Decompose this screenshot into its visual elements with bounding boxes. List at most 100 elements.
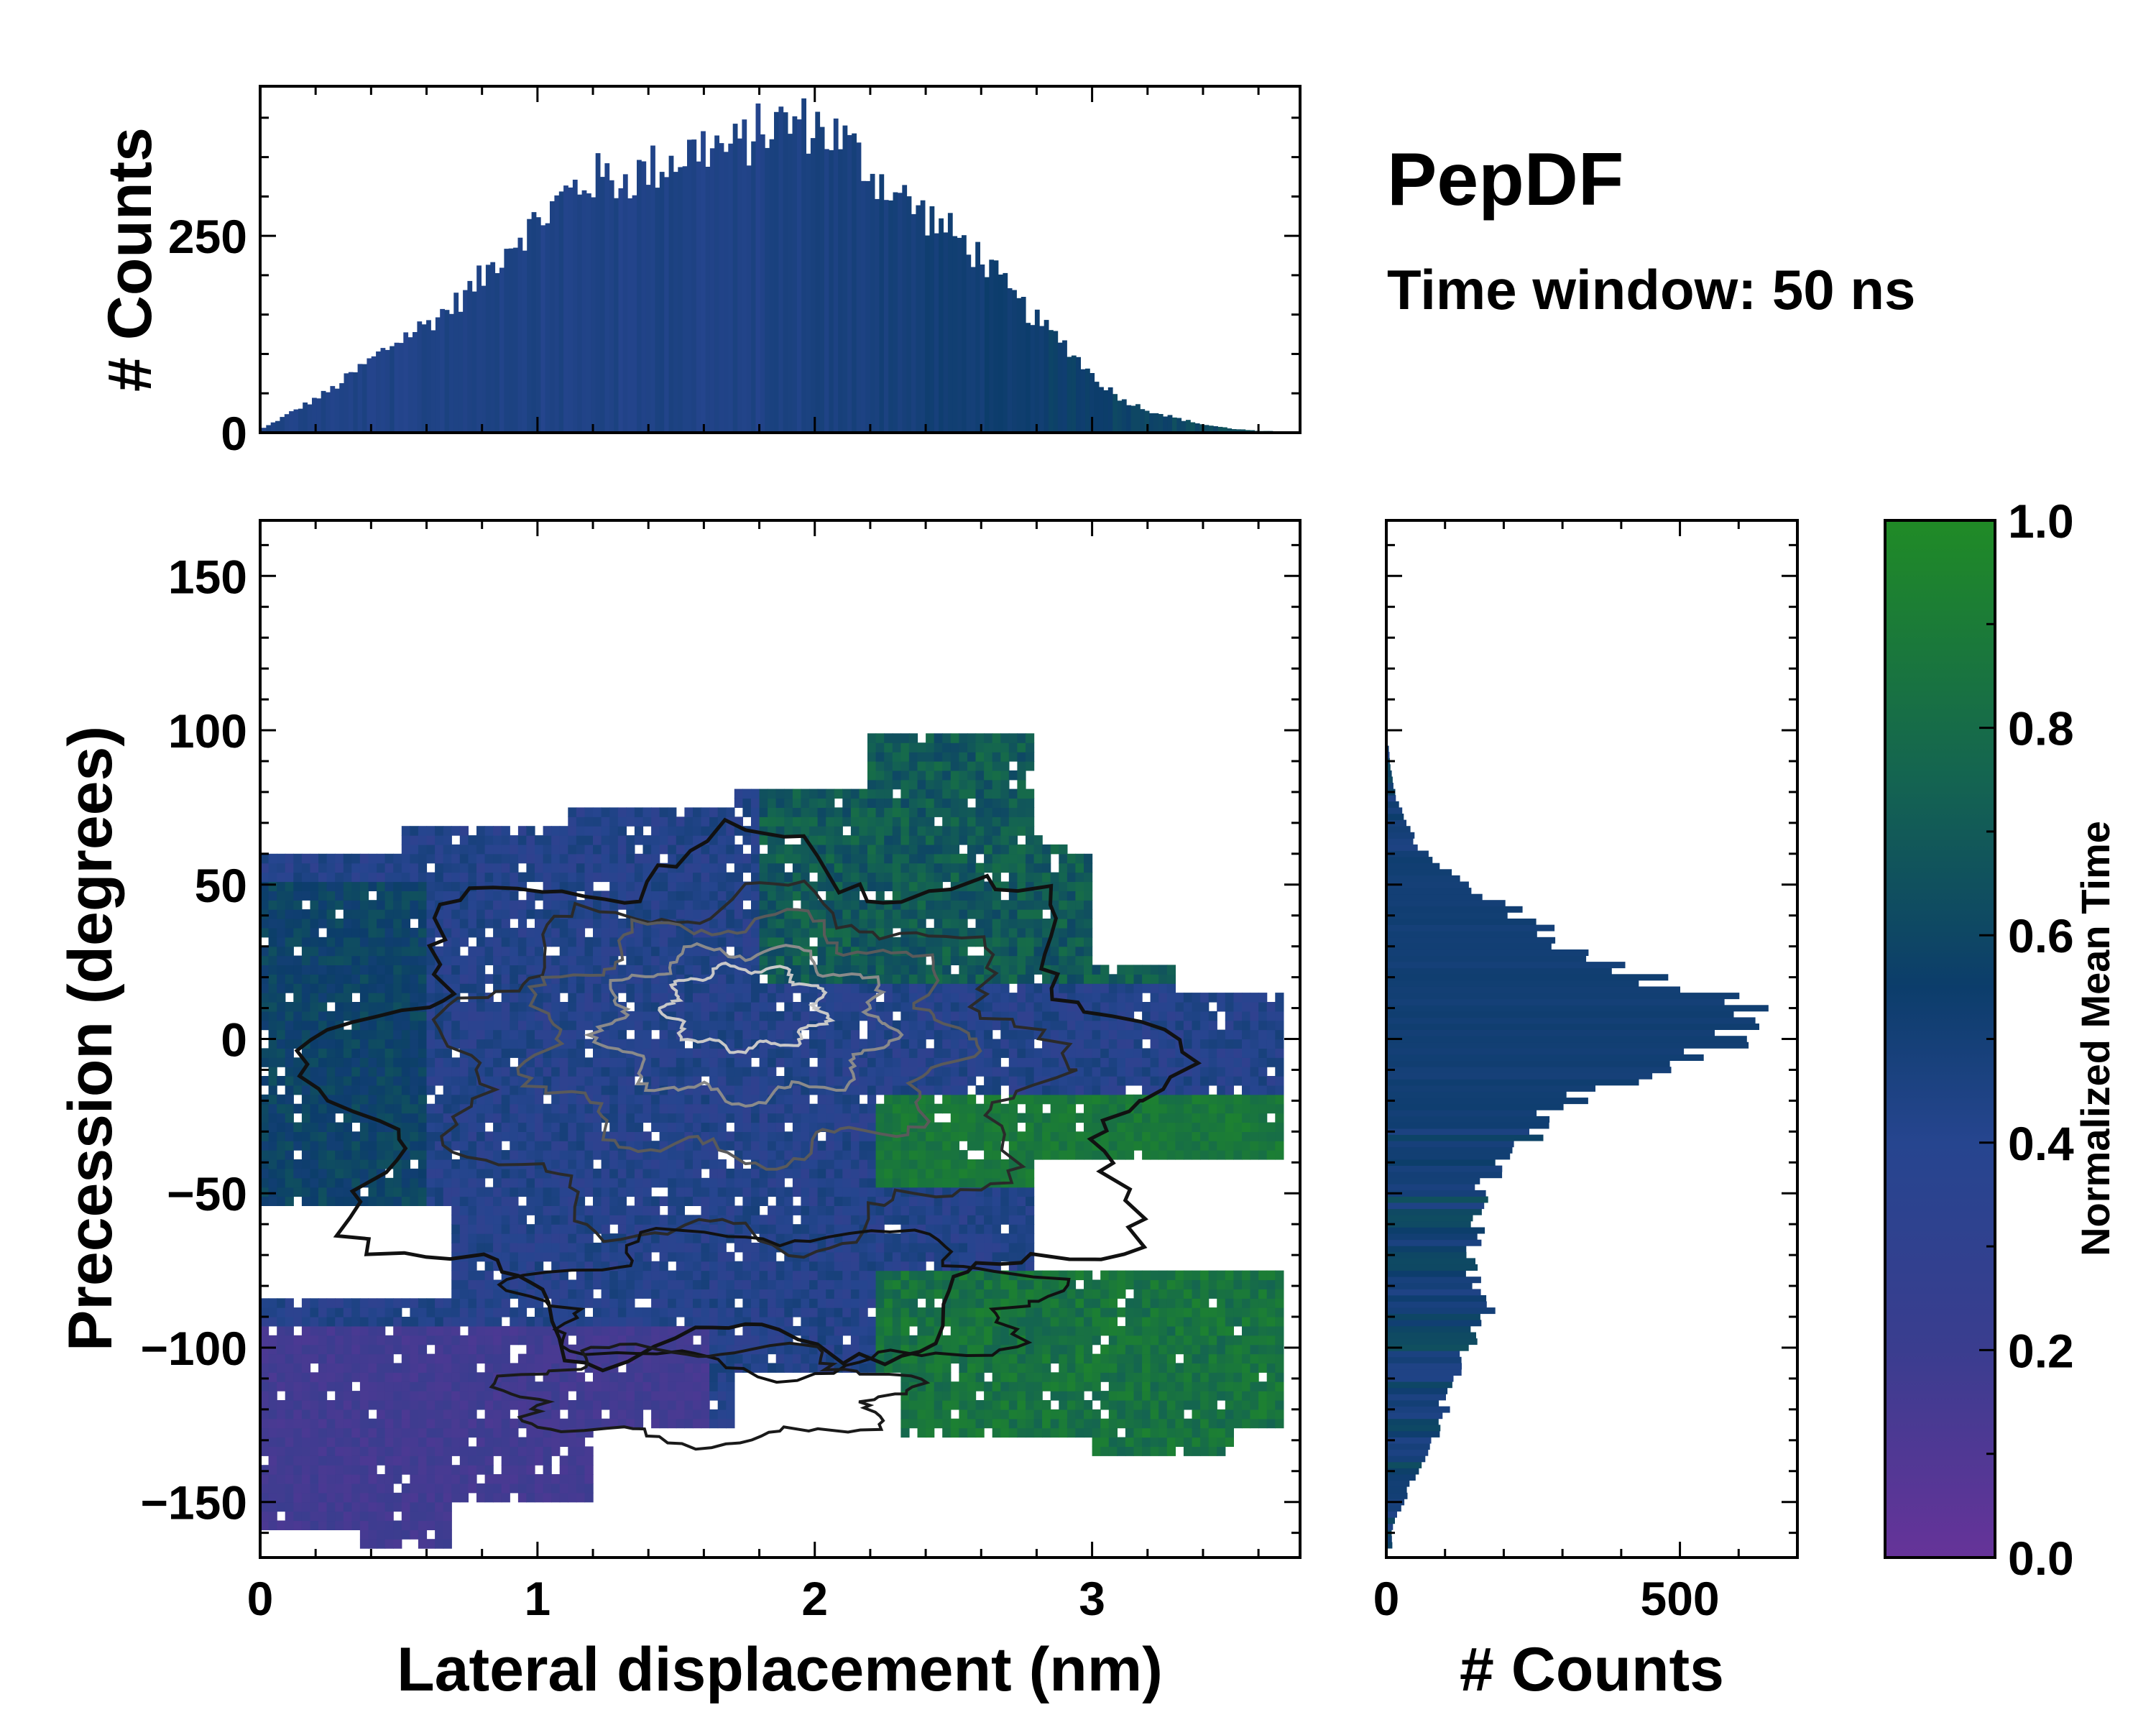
heatmap-cell [659,1131,668,1141]
heatmap-cell [410,826,419,836]
heatmap-cell [426,927,436,938]
heatmap-cell [676,1270,685,1281]
heatmap-cell [684,872,694,883]
heatmap-cell [393,1168,402,1179]
heatmap-cell [684,1011,694,1021]
heatmap-cell [601,1196,610,1206]
heatmap-cell [850,1141,860,1151]
heatmap-cell [277,1501,286,1512]
heatmap-cell [576,1381,586,1392]
heatmap-cell [642,1391,652,1401]
heatmap-cell [593,1261,602,1271]
heatmap-cell [459,835,469,845]
heatmap-cell [850,1131,860,1141]
heatmap-cell [801,1353,810,1364]
heatmap-cell [410,955,419,965]
heatmap-cell [792,1094,802,1105]
heatmap-cell [426,1150,436,1160]
heatmap-cell [568,881,577,891]
heatmap-cell [401,1427,410,1438]
heatmap-cell [668,1325,677,1336]
heatmap-cell [826,1251,835,1262]
heatmap-cell [277,1159,286,1169]
heatmap-cell [726,807,735,817]
heatmap-cell [792,1344,802,1355]
heatmap-cell [726,974,735,984]
heatmap-cell [401,1113,410,1123]
heatmap-cell [318,1317,328,1327]
heatmap-cell [377,1492,386,1503]
heatmap-cell [393,1381,402,1392]
top-histogram-bar [943,232,949,433]
top-histogram-bar [737,138,742,433]
heatmap-cell [310,1307,319,1317]
heatmap-cell [493,1205,502,1215]
heatmap-cell [517,1020,528,1031]
top-histogram-bar [1181,420,1187,433]
heatmap-cell [468,1076,477,1086]
heatmap-cell [568,872,577,883]
heatmap-cell [401,909,410,919]
heatmap-cell [668,1418,677,1429]
heatmap-cell [676,1057,685,1067]
heatmap-cell [393,1465,402,1475]
heatmap-cell [476,927,486,938]
heatmap-cell [617,1224,627,1234]
heatmap-cell [493,1418,502,1429]
heatmap-cell [526,844,535,855]
heatmap-cell [443,1511,452,1522]
heatmap-cell [693,1363,702,1373]
heatmap-cell [451,974,461,984]
heatmap-cell [285,1094,294,1105]
heatmap-cell [576,1317,586,1327]
heatmap-cell [617,872,627,883]
heatmap-cell [301,1381,311,1392]
heatmap-cell [318,1381,328,1392]
top-histogram-bar [467,280,473,433]
top-histogram-bar [298,408,303,433]
heatmap-cell [410,993,419,1003]
heatmap-cell [676,937,685,947]
heatmap-cell [359,1446,369,1456]
heatmap-cell [601,816,610,827]
heatmap-cell [559,1270,568,1281]
top-histogram-bar [1076,356,1081,433]
heatmap-cell [792,788,802,799]
heatmap-cell [451,1492,461,1503]
heatmap-cell [867,1270,877,1281]
heatmap-cell [468,1325,477,1336]
heatmap-cell [343,1446,352,1456]
heatmap-cell [443,1103,452,1114]
heatmap-cell [293,937,303,947]
heatmap-cell [543,1317,552,1327]
heatmap-cell [626,1307,635,1317]
heatmap-cell [260,1177,270,1188]
heatmap-cell [826,816,835,827]
heatmap-cell [867,983,877,993]
heatmap-cell [559,1177,568,1188]
heatmap-cell [484,1242,494,1253]
heatmap-cell [551,826,561,836]
heatmap-cell [484,826,494,836]
heatmap-cell [668,1076,677,1086]
heatmap-cell [510,1381,519,1392]
heatmap-cell [359,1103,369,1114]
heatmap-cell [268,1085,277,1095]
heatmap-cell [826,1289,835,1299]
heatmap-cell [443,1427,452,1438]
heatmap-cell [775,1335,785,1346]
heatmap-cell [501,1057,510,1067]
heatmap-cell [568,1131,577,1141]
heatmap-cell [693,1177,702,1188]
heatmap-cell [742,1141,752,1151]
top-histogram-bar [975,242,980,433]
heatmap-cell [260,1076,270,1086]
heatmap-cell [285,1483,294,1494]
heatmap-cell [801,965,810,975]
heatmap-cell [443,1094,452,1105]
heatmap-cell [717,1372,727,1382]
heatmap-cell [634,826,644,836]
heatmap-cell [801,853,810,864]
heatmap-cell [260,1363,270,1373]
heatmap-cell [859,1205,868,1215]
